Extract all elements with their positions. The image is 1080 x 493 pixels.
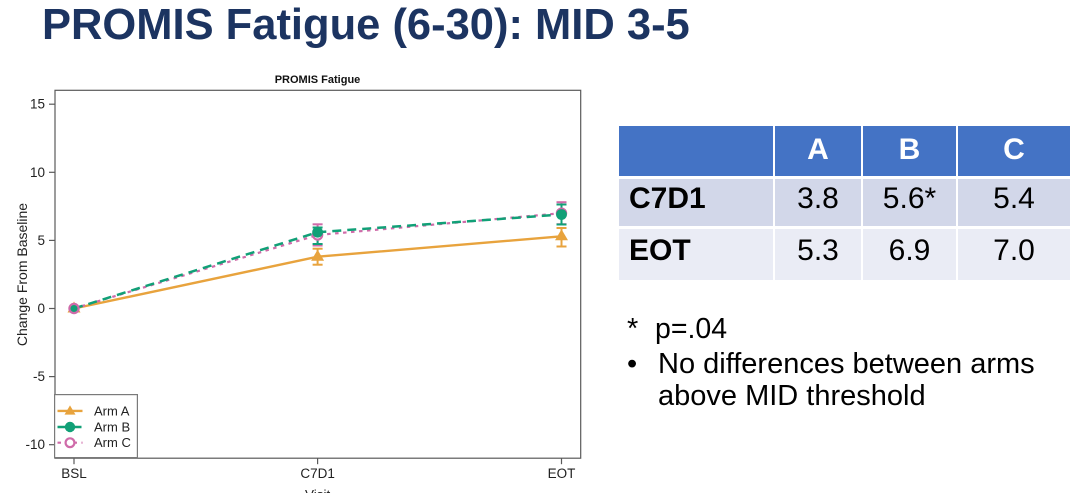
svg-text:-10: -10 (25, 437, 45, 452)
svg-text:Change From Baseline: Change From Baseline (14, 203, 30, 346)
svg-text:-5: -5 (33, 369, 45, 384)
svg-text:EOT: EOT (548, 466, 576, 481)
svg-text:Visit: Visit (305, 488, 331, 493)
svg-text:PROMIS Fatigue: PROMIS Fatigue (275, 74, 361, 86)
svg-text:Arm C: Arm C (94, 435, 131, 450)
svg-text:15: 15 (30, 97, 45, 112)
svg-text:C7D1: C7D1 (300, 466, 335, 481)
svg-text:Arm B: Arm B (94, 420, 130, 435)
svg-text:0: 0 (37, 301, 45, 316)
svg-text:Arm A: Arm A (94, 403, 130, 418)
svg-text:5: 5 (37, 233, 45, 248)
svg-text:10: 10 (30, 165, 45, 180)
svg-text:BSL: BSL (61, 466, 87, 481)
